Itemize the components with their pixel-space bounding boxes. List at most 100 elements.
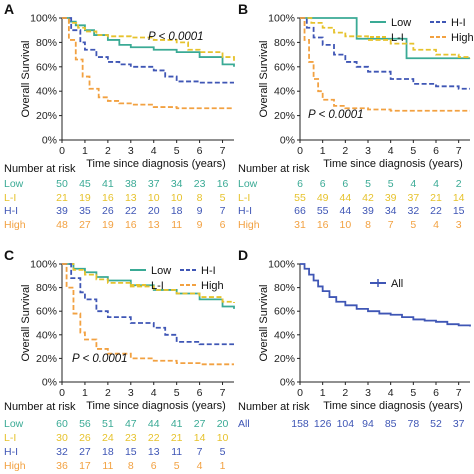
risk-value: 38 [125,178,137,190]
x-tick-label: 7 [220,145,226,157]
legend-label-high: High [451,32,474,44]
risk-value: 4 [197,460,203,472]
risk-value: 78 [407,418,419,430]
x-tick-label: 2 [342,387,348,399]
legend-label-h-i: H-I [201,265,216,277]
risk-value: 44 [148,418,160,430]
legend-label-low: Low [151,265,171,277]
risk-value: 16 [317,219,329,231]
y-axis-label: Overall Survival [258,40,270,117]
x-tick-label: 4 [151,145,157,157]
series-high [62,17,234,110]
x-tick-label: 5 [174,145,180,157]
risk-value: 7 [388,219,394,231]
risk-value: 52 [430,418,442,430]
risk-value: 7 [197,446,203,458]
series-high [300,17,470,112]
p-value-annotation: P < 0.0001 [148,31,204,43]
y-tick-label: 60% [36,306,57,318]
y-tick-label: 40% [36,329,57,341]
risk-value: 6 [342,178,348,190]
risk-value: 15 [453,205,465,217]
risk-value: 17 [79,460,91,472]
risk-value: 6 [220,219,226,231]
x-tick-label: 0 [59,387,65,399]
risk-value: 50 [56,178,68,190]
y-tick-label: 0% [42,377,57,389]
x-tick-label: 4 [388,387,394,399]
series-all [300,263,471,327]
legend-label-l-i: L-I [151,280,164,292]
risk-value: 13 [148,446,160,458]
risk-value: 19 [102,219,114,231]
risk-table-title: Number at risk [238,401,310,413]
x-axis-label: Time since diagnosis (years) [86,158,226,170]
x-tick-label: 7 [220,387,226,399]
risk-row-label: L-I [4,432,16,444]
y-tick-label: 20% [274,110,295,122]
risk-row-label: Low [4,418,24,430]
legend-label-l-i: L-I [391,32,404,44]
y-tick-label: 20% [274,353,295,365]
risk-value: 22 [125,205,137,217]
risk-value: 9 [197,205,203,217]
y-tick-label: 0% [42,135,57,147]
risk-value: 16 [102,192,114,204]
series-l-i [62,263,235,303]
x-axis-label: Time since diagnosis (years) [323,400,463,412]
x-tick-label: 1 [82,387,88,399]
risk-value: 24 [102,432,114,444]
x-tick-label: 3 [128,145,134,157]
risk-value: 10 [148,192,160,204]
x-tick-label: 3 [128,387,134,399]
risk-value: 5 [220,446,226,458]
y-tick-label: 60% [36,61,57,73]
legend-label-all: All [391,278,403,290]
x-tick-label: 3 [365,387,371,399]
y-tick-label: 0% [280,377,295,389]
x-tick-label: 2 [105,387,111,399]
series-low [300,17,470,60]
risk-value: 4 [410,178,416,190]
risk-value: 2 [456,178,462,190]
risk-row-label: H-I [4,446,18,458]
risk-value: 37 [407,192,419,204]
y-tick-label: 40% [274,329,295,341]
series-h-i [62,263,234,346]
y-tick-label: 80% [36,37,57,49]
risk-value: 4 [433,219,439,231]
risk-row-label: Low [238,178,258,190]
x-tick-label: 4 [388,145,394,157]
risk-value: 26 [102,205,114,217]
risk-value: 16 [217,178,229,190]
risk-value: 49 [317,192,329,204]
risk-value: 10 [217,432,229,444]
y-tick-label: 80% [274,282,295,294]
risk-value: 37 [148,178,160,190]
risk-value: 10 [339,219,351,231]
risk-value: 66 [294,205,306,217]
risk-value: 31 [294,219,306,231]
risk-row-label: H-I [4,205,18,217]
risk-value: 27 [194,418,206,430]
y-tick-label: 60% [274,61,295,73]
risk-value: 5 [410,219,416,231]
risk-value: 20 [148,205,160,217]
risk-value: 19 [79,192,91,204]
risk-value: 34 [171,178,183,190]
risk-row-label: L-I [4,192,16,204]
series-h-i [62,17,234,84]
risk-value: 8 [197,192,203,204]
panel-letter: A [4,1,14,17]
risk-value: 11 [171,446,182,458]
y-tick-label: 0% [280,135,295,147]
risk-row-label: Low [4,178,24,190]
y-axis-label: Overall Survival [20,40,32,117]
risk-value: 18 [102,446,114,458]
y-tick-label: 80% [274,37,295,49]
risk-value: 23 [194,178,206,190]
